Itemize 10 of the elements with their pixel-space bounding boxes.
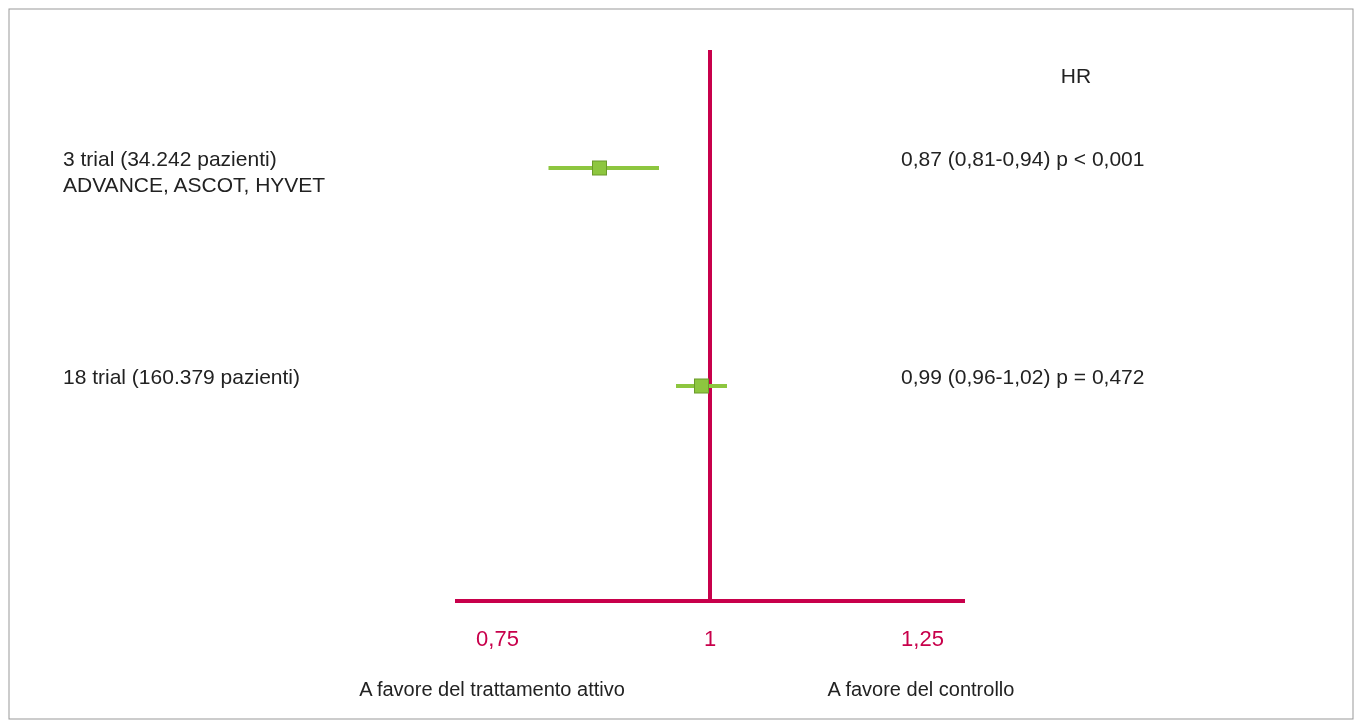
text: A favore del controllo xyxy=(827,678,1015,700)
x-tick-label: 0,75 xyxy=(476,626,519,651)
legend-title: HR xyxy=(1060,64,1092,87)
x-tick-label: 1 xyxy=(703,626,717,651)
text: A favore del trattamento attivo xyxy=(359,678,625,700)
data-label: 0,99 (0,96-1,02) p = 0,472 xyxy=(901,365,1145,388)
y-tick-label: 18 trial (160.379 pazienti) xyxy=(63,365,300,388)
x-tick-label: 1,25 xyxy=(901,626,944,651)
data-label: 0,87 (0,81-0,94) p < 0,001 xyxy=(901,147,1145,170)
y-tick-label: 3 trial (34.242 pazienti) ADVANCE, ASCOT, HYVET xyxy=(63,147,326,196)
